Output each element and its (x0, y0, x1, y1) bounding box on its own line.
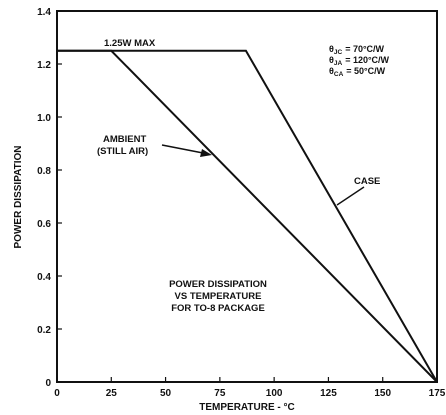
theta-jc-symbol: θ (329, 44, 334, 54)
ambient-arrow-head (200, 149, 212, 157)
y-axis-title: POWER DISSIPATION (13, 146, 24, 249)
theta-ja-subscript: JA (334, 60, 343, 67)
x-tick-label: 50 (160, 388, 172, 399)
plot-frame (56, 10, 438, 383)
y-tick-label: 0 (45, 378, 51, 389)
x-axis-title: TEMPERATURE - °C (199, 402, 294, 413)
caption-line2: VS TEMPERATURE (175, 291, 262, 302)
theta-jc-label: θJC = 70°C/W (329, 44, 385, 56)
ambient-series-line (57, 49, 438, 383)
theta-ca-value: = 50°C/W (346, 66, 385, 76)
x-tick-label: 25 (106, 388, 118, 399)
ambient-label-line2: (STILL AIR) (97, 146, 148, 157)
y-tick-label: 0.8 (37, 166, 51, 177)
series-lines (57, 49, 438, 383)
case-leader-line (336, 186, 365, 206)
theta-ca-subscript: CA (334, 71, 344, 78)
y-tick-label: 0.4 (37, 272, 51, 283)
x-tick-label: 175 (429, 388, 446, 399)
theta-ja-symbol: θ (329, 55, 334, 65)
ambient-arrow-shaft (161, 144, 204, 154)
y-tick-label: 1.2 (37, 60, 51, 71)
case-series-line (57, 49, 438, 383)
case-label: CASE (354, 176, 380, 187)
theta-jc-value: = 70°C/W (345, 44, 384, 54)
x-tick-label: 125 (320, 388, 337, 399)
ambient-label-line1: AMBIENT (103, 134, 146, 145)
theta-ca-symbol: θ (329, 66, 334, 76)
y-tick-label: 0.6 (37, 219, 51, 230)
caption-line1: POWER DISSIPATION (169, 279, 267, 290)
axis-ticks: 0 25 50 75 100 125 150 175 0 0.2 0.4 0.6 0.8 1.0 1.2 1.… (37, 7, 446, 399)
y-tick-label: 1.0 (37, 113, 51, 124)
y-tick-label: 0.2 (37, 325, 51, 336)
y-tick-label: 1.4 (37, 7, 51, 18)
x-tick-label: 100 (266, 388, 283, 399)
x-tick-label: 75 (214, 388, 226, 399)
theta-jc-subscript: JC (334, 49, 343, 56)
max-label: 1.25W MAX (104, 38, 156, 49)
caption-line3: FOR TO-8 PACKAGE (171, 303, 265, 314)
theta-ca-label: θCA = 50°C/W (329, 66, 386, 78)
theta-ja-value: = 120°C/W (345, 55, 389, 65)
x-tick-label: 0 (54, 388, 60, 399)
theta-ja-label: θJA = 120°C/W (329, 55, 390, 67)
x-tick-label: 150 (374, 388, 391, 399)
